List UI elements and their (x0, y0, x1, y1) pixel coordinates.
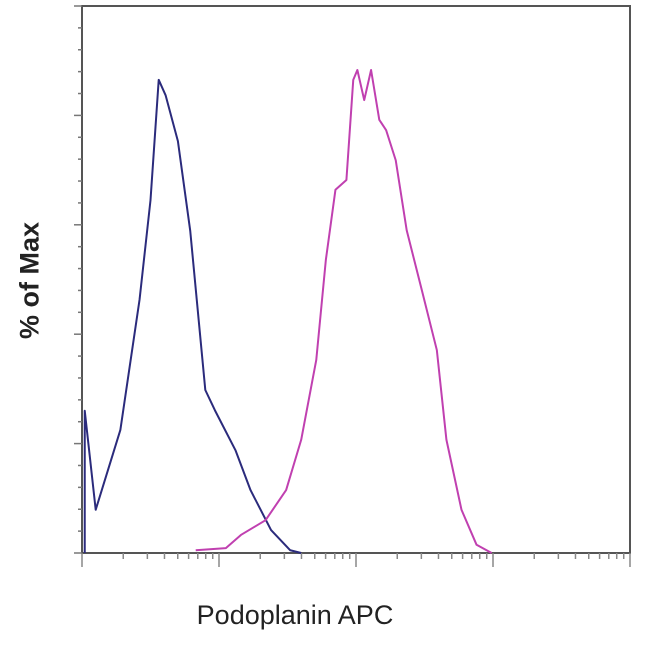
series-line-2 (195, 68, 493, 554)
series-line-1 (83, 78, 302, 554)
plot-frame (81, 5, 631, 554)
y-axis-label: % of Max (14, 221, 45, 340)
x-axis-label: Podoplanin APC (196, 600, 394, 630)
